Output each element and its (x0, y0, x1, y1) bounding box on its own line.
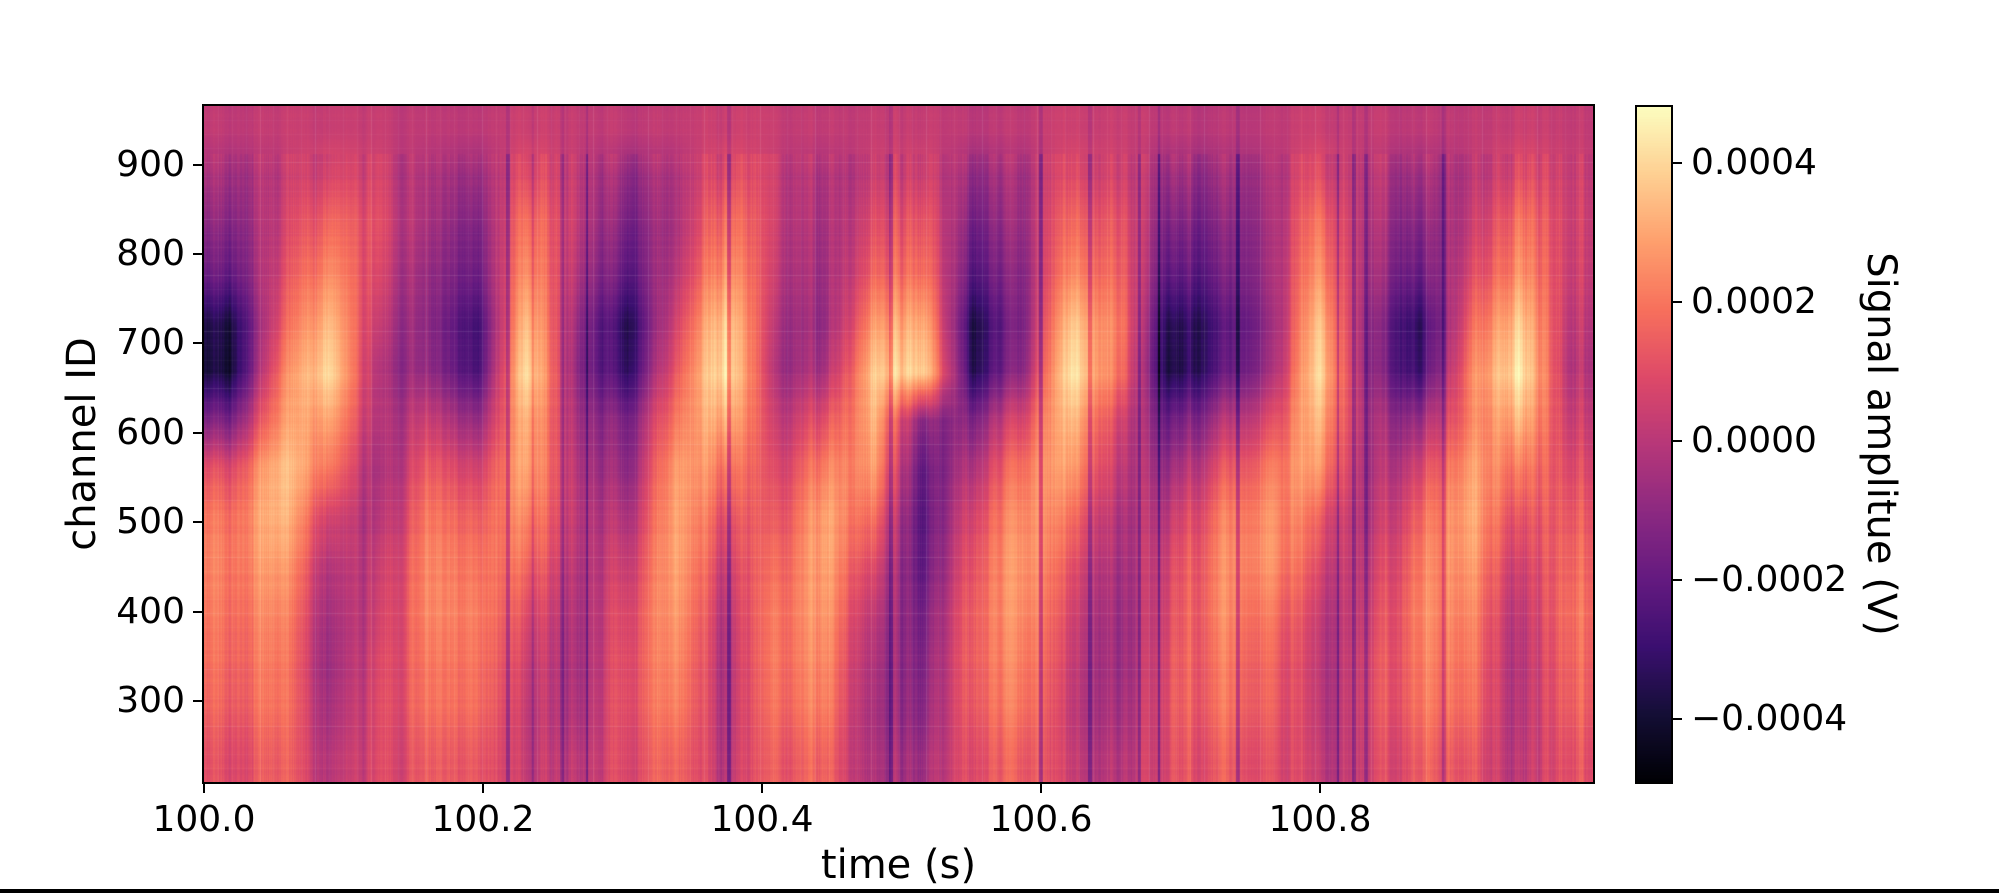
colorbar-tick-mark (1673, 301, 1682, 303)
x-axis-label: time (s) (820, 842, 977, 888)
x-tick-label: 100.2 (431, 799, 535, 840)
x-tick-label: 100.0 (152, 799, 256, 840)
x-tick-mark (203, 784, 205, 793)
colorbar-tick-mark (1673, 718, 1682, 720)
y-tick-label: 700 (116, 322, 185, 364)
colorbar-axis-label: Signal amplitue (V) (1858, 252, 1904, 636)
y-tick-label: 800 (116, 233, 185, 275)
y-tick-label: 300 (116, 680, 185, 722)
x-tick-label: 100.6 (989, 799, 1093, 840)
colorbar-tick-label: 0.0004 (1691, 142, 1817, 184)
colorbar (1635, 105, 1673, 784)
colorbar-tick-mark (1673, 440, 1682, 442)
heatmap-canvas (204, 106, 1593, 782)
x-tick-label: 100.4 (710, 799, 814, 840)
y-tick-mark (193, 432, 202, 434)
y-tick-mark (193, 700, 202, 702)
y-tick-mark (193, 164, 202, 166)
y-tick-mark (193, 253, 202, 255)
x-tick-mark (1319, 784, 1321, 793)
y-tick-label: 600 (116, 412, 185, 454)
colorbar-canvas (1637, 107, 1671, 782)
colorbar-tick-label: −0.0002 (1691, 559, 1848, 601)
x-tick-mark (1040, 784, 1042, 793)
y-axis-label: channel ID (59, 337, 105, 551)
bottom-window-edge (0, 889, 1999, 893)
x-tick-mark (761, 784, 763, 793)
y-tick-label: 400 (116, 591, 185, 633)
x-tick-mark (482, 784, 484, 793)
y-tick-label: 900 (116, 144, 185, 186)
colorbar-tick-label: 0.0002 (1691, 281, 1817, 323)
colorbar-tick-label: −0.0004 (1691, 698, 1848, 740)
heatmap-plot-area (202, 104, 1595, 784)
y-tick-mark (193, 521, 202, 523)
colorbar-tick-mark (1673, 579, 1682, 581)
y-tick-mark (193, 611, 202, 613)
colorbar-tick-label: 0.0000 (1691, 420, 1817, 462)
colorbar-tick-mark (1673, 162, 1682, 164)
y-tick-label: 500 (116, 501, 185, 543)
y-tick-mark (193, 342, 202, 344)
x-tick-label: 100.8 (1268, 799, 1372, 840)
